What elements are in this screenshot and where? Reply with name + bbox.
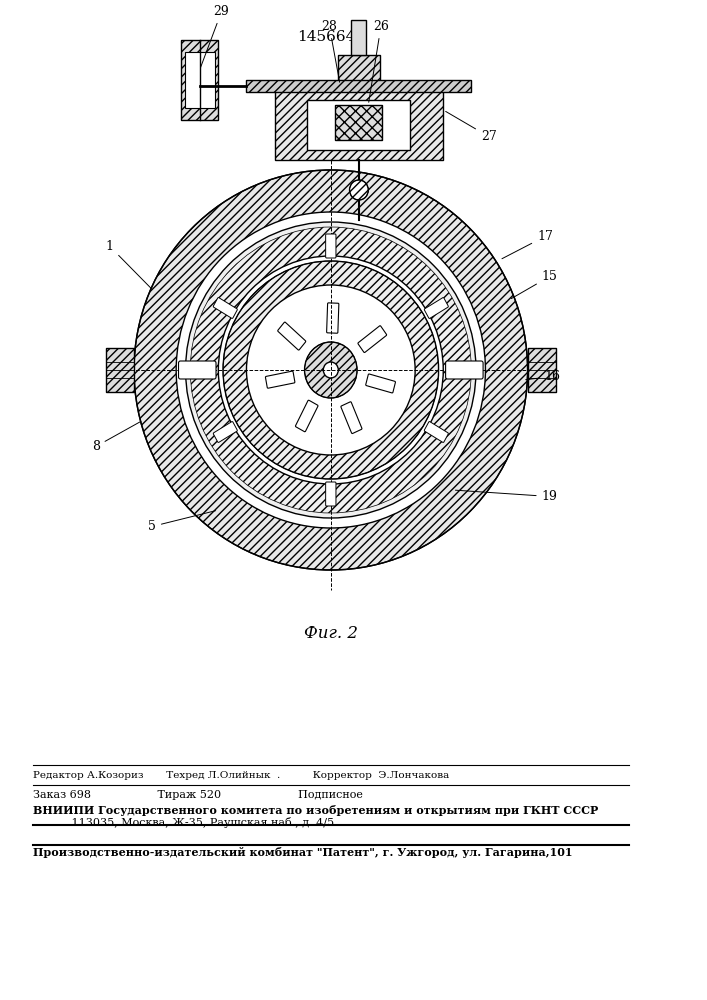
Text: 27: 27 — [445, 111, 496, 143]
Ellipse shape — [223, 261, 438, 479]
Bar — [339, 55, 380, 90]
FancyBboxPatch shape — [265, 371, 295, 388]
Text: Фиг. 2: Фиг. 2 — [304, 625, 358, 642]
Text: 1456640: 1456640 — [297, 30, 365, 44]
Bar — [308, 100, 411, 150]
Text: 16: 16 — [526, 370, 561, 383]
FancyBboxPatch shape — [326, 234, 336, 258]
Text: 19: 19 — [455, 490, 558, 503]
Bar — [185, 52, 215, 108]
Text: 28: 28 — [322, 20, 339, 82]
Text: 15: 15 — [511, 270, 558, 299]
FancyBboxPatch shape — [358, 326, 387, 353]
FancyBboxPatch shape — [179, 361, 216, 379]
Bar — [106, 348, 134, 392]
Text: 113035, Москва, Ж-35, Раушская наб., д. 4/5: 113035, Москва, Ж-35, Раушская наб., д. … — [33, 818, 334, 828]
FancyBboxPatch shape — [424, 422, 448, 442]
Text: Заказ 698                   Тираж 520                      Подписное: Заказ 698 Тираж 520 Подписное — [33, 790, 363, 800]
FancyBboxPatch shape — [214, 422, 238, 442]
Text: Производственно-издательский комбинат "Патент", г. Ужгород, ул. Гагарина,101: Производственно-издательский комбинат "П… — [33, 848, 572, 858]
FancyBboxPatch shape — [296, 400, 318, 432]
Circle shape — [349, 180, 368, 200]
Bar — [336, 105, 382, 140]
FancyBboxPatch shape — [327, 303, 339, 333]
Text: 1: 1 — [106, 240, 151, 288]
Text: 26: 26 — [369, 20, 389, 102]
FancyBboxPatch shape — [341, 402, 362, 434]
FancyBboxPatch shape — [278, 322, 305, 350]
Bar — [336, 105, 382, 140]
FancyBboxPatch shape — [366, 374, 395, 393]
Ellipse shape — [247, 285, 415, 455]
Bar — [274, 90, 443, 160]
Bar — [339, 55, 380, 90]
Bar — [527, 348, 556, 392]
Bar — [351, 20, 366, 55]
Bar — [247, 80, 472, 92]
Bar — [274, 90, 443, 160]
Text: Редактор А.Козориз       Техред Л.Олийнык  .          Корректор  Э.Лончакова: Редактор А.Козориз Техред Л.Олийнык . Ко… — [33, 770, 449, 780]
Bar — [181, 40, 218, 120]
Ellipse shape — [185, 222, 476, 518]
Circle shape — [323, 362, 339, 378]
Text: 5: 5 — [148, 511, 216, 533]
FancyBboxPatch shape — [424, 298, 448, 318]
Bar — [527, 348, 556, 392]
Text: 8: 8 — [92, 421, 141, 453]
Text: ВНИИПИ Государственного комитета по изобретениям и открытиям при ГКНТ СССР: ВНИИПИ Государственного комитета по изоб… — [33, 804, 598, 816]
Bar — [247, 80, 472, 92]
Text: 17: 17 — [502, 230, 553, 259]
FancyBboxPatch shape — [326, 482, 336, 506]
Bar — [106, 348, 134, 392]
Circle shape — [305, 342, 357, 398]
Bar — [181, 40, 218, 120]
Ellipse shape — [134, 170, 527, 570]
Ellipse shape — [176, 212, 486, 528]
Ellipse shape — [218, 256, 443, 484]
Text: 29: 29 — [201, 5, 229, 67]
FancyBboxPatch shape — [445, 361, 483, 379]
FancyBboxPatch shape — [214, 298, 238, 318]
